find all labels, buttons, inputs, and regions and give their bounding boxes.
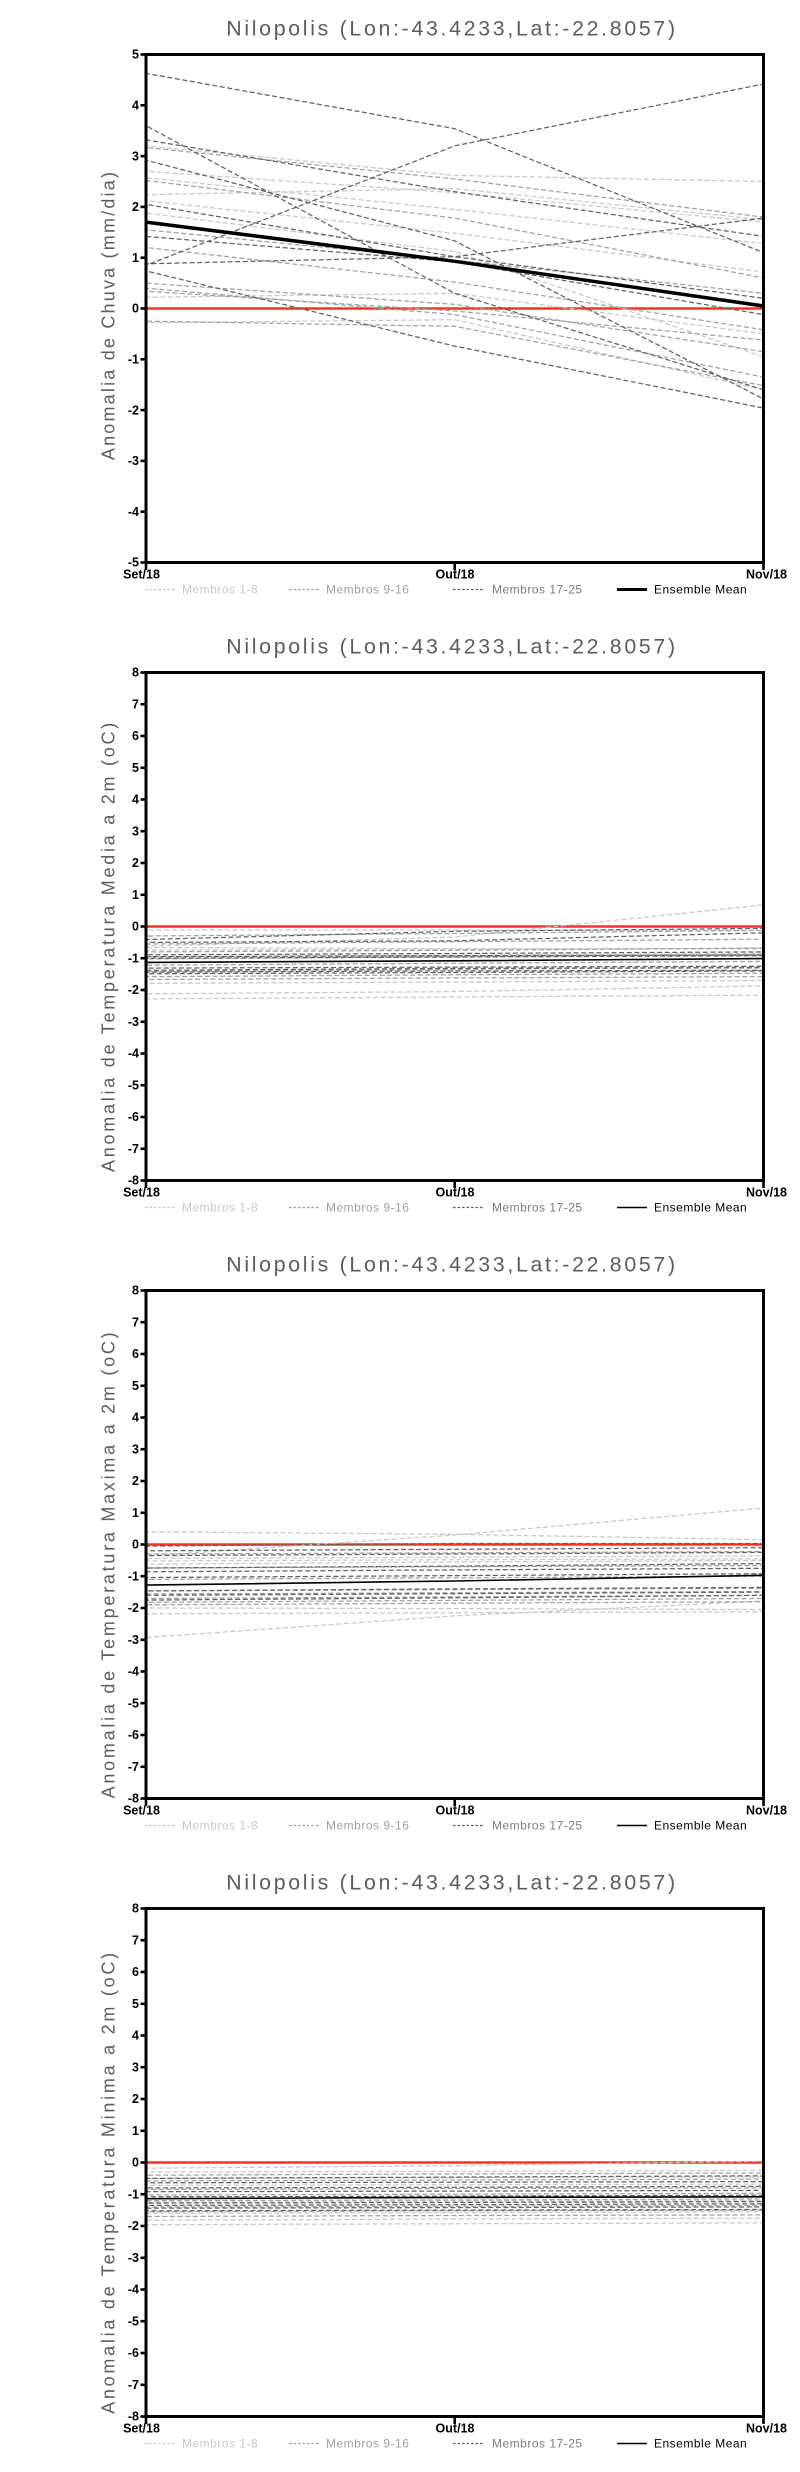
- svg-text:Out/18: Out/18: [436, 1186, 475, 1200]
- svg-text:8: 8: [132, 1902, 139, 1916]
- svg-text:Ensemble Mean: Ensemble Mean: [654, 2437, 747, 2451]
- svg-text:1: 1: [132, 251, 139, 265]
- svg-text:-6: -6: [128, 1110, 139, 1124]
- svg-text:-6: -6: [128, 1728, 139, 1742]
- svg-text:Anomalia de Temperatura Minima: Anomalia de Temperatura Minima a 2m (oC): [99, 1950, 119, 2414]
- svg-text:-4: -4: [128, 2283, 139, 2297]
- svg-text:-2: -2: [128, 403, 139, 417]
- svg-text:Membros 9-16: Membros 9-16: [326, 583, 409, 597]
- svg-text:6: 6: [132, 1347, 139, 1361]
- svg-text:4: 4: [132, 1411, 139, 1425]
- svg-text:Set/18: Set/18: [123, 568, 160, 582]
- svg-text:7: 7: [132, 698, 139, 712]
- svg-text:-5: -5: [128, 1696, 139, 1710]
- svg-text:Membros 1-8: Membros 1-8: [182, 1201, 258, 1215]
- svg-text:-5: -5: [128, 2314, 139, 2328]
- svg-text:Anomalia de Temperatura Media: Anomalia de Temperatura Media a 2m (oC): [99, 720, 119, 1172]
- svg-text:-1: -1: [128, 2187, 139, 2201]
- svg-text:Out/18: Out/18: [436, 1804, 475, 1818]
- svg-text:-4: -4: [128, 1665, 139, 1679]
- svg-text:-7: -7: [128, 1760, 139, 1774]
- svg-text:Ensemble Mean: Ensemble Mean: [654, 1201, 747, 1215]
- svg-text:Membros 1-8: Membros 1-8: [182, 583, 258, 597]
- svg-text:2: 2: [132, 1474, 139, 1488]
- svg-text:Nilopolis (Lon:-43.4233,Lat:-2: Nilopolis (Lon:-43.4233,Lat:-22.8057): [226, 635, 678, 659]
- svg-text:Nov/18: Nov/18: [746, 1804, 787, 1818]
- svg-text:Membros 9-16: Membros 9-16: [326, 2437, 409, 2451]
- svg-text:1: 1: [132, 2124, 139, 2138]
- svg-text:-5: -5: [128, 556, 139, 570]
- svg-text:5: 5: [132, 761, 139, 775]
- svg-text:Membros 9-16: Membros 9-16: [326, 1201, 409, 1215]
- svg-text:Out/18: Out/18: [436, 568, 475, 582]
- svg-text:5: 5: [132, 1997, 139, 2011]
- svg-text:Nilopolis (Lon:-43.4233,Lat:-2: Nilopolis (Lon:-43.4233,Lat:-22.8057): [226, 1253, 678, 1277]
- svg-text:Nilopolis (Lon:-43.4233,Lat:-2: Nilopolis (Lon:-43.4233,Lat:-22.8057): [226, 1871, 678, 1895]
- svg-text:Set/18: Set/18: [123, 2422, 160, 2436]
- svg-text:4: 4: [132, 99, 139, 113]
- svg-text:-1: -1: [128, 353, 139, 367]
- svg-text:7: 7: [132, 1934, 139, 1948]
- svg-text:Membros 1-8: Membros 1-8: [182, 1819, 258, 1833]
- svg-text:3: 3: [132, 2060, 139, 2074]
- svg-text:Anomalia de Chuva (mm/dia): Anomalia de Chuva (mm/dia): [99, 170, 119, 460]
- svg-text:-2: -2: [128, 983, 139, 997]
- svg-text:2: 2: [132, 200, 139, 214]
- svg-text:-1: -1: [128, 951, 139, 965]
- svg-text:-7: -7: [128, 2378, 139, 2392]
- svg-text:Nov/18: Nov/18: [746, 2422, 787, 2436]
- svg-text:1: 1: [132, 1506, 139, 1520]
- svg-text:0: 0: [132, 2156, 139, 2170]
- svg-text:-2: -2: [128, 2219, 139, 2233]
- svg-text:-3: -3: [128, 1633, 139, 1647]
- svg-text:-2: -2: [128, 1601, 139, 1615]
- svg-text:0: 0: [132, 920, 139, 934]
- svg-text:7: 7: [132, 1316, 139, 1330]
- svg-text:4: 4: [132, 2029, 139, 2043]
- svg-text:-4: -4: [128, 505, 139, 519]
- svg-text:6: 6: [132, 729, 139, 743]
- svg-text:Membros 9-16: Membros 9-16: [326, 1819, 409, 1833]
- svg-text:-8: -8: [128, 1174, 139, 1188]
- svg-text:-3: -3: [128, 454, 139, 468]
- svg-text:2: 2: [132, 856, 139, 870]
- svg-text:Set/18: Set/18: [123, 1804, 160, 1818]
- svg-text:-6: -6: [128, 2346, 139, 2360]
- svg-text:6: 6: [132, 1965, 139, 1979]
- svg-text:3: 3: [132, 1442, 139, 1456]
- svg-text:2: 2: [132, 2092, 139, 2106]
- svg-text:8: 8: [132, 1284, 139, 1298]
- svg-text:-7: -7: [128, 1142, 139, 1156]
- svg-text:8: 8: [132, 666, 139, 680]
- svg-text:1: 1: [132, 888, 139, 902]
- svg-text:0: 0: [132, 1538, 139, 1552]
- svg-text:Membros 1-8: Membros 1-8: [182, 2437, 258, 2451]
- svg-text:Set/18: Set/18: [123, 1186, 160, 1200]
- svg-text:-8: -8: [128, 2410, 139, 2424]
- svg-text:Nov/18: Nov/18: [746, 1186, 787, 1200]
- svg-text:-4: -4: [128, 1047, 139, 1061]
- svg-text:Ensemble Mean: Ensemble Mean: [654, 1819, 747, 1833]
- svg-text:Membros 17-25: Membros 17-25: [492, 2437, 583, 2451]
- svg-text:3: 3: [132, 824, 139, 838]
- svg-text:Membros 17-25: Membros 17-25: [492, 583, 583, 597]
- svg-text:3: 3: [132, 149, 139, 163]
- svg-text:Nov/18: Nov/18: [746, 568, 787, 582]
- svg-text:Ensemble Mean: Ensemble Mean: [654, 583, 747, 597]
- svg-text:5: 5: [132, 48, 139, 62]
- svg-text:Out/18: Out/18: [436, 2422, 475, 2436]
- svg-text:-8: -8: [128, 1792, 139, 1806]
- svg-text:Membros 17-25: Membros 17-25: [492, 1201, 583, 1215]
- svg-text:Membros 17-25: Membros 17-25: [492, 1819, 583, 1833]
- svg-text:-3: -3: [128, 1015, 139, 1029]
- svg-text:-1: -1: [128, 1569, 139, 1583]
- svg-text:Nilopolis (Lon:-43.4233,Lat:-2: Nilopolis (Lon:-43.4233,Lat:-22.8057): [226, 17, 678, 41]
- svg-text:-5: -5: [128, 1078, 139, 1092]
- svg-text:5: 5: [132, 1379, 139, 1393]
- svg-text:4: 4: [132, 793, 139, 807]
- svg-text:0: 0: [132, 302, 139, 316]
- svg-text:-3: -3: [128, 2251, 139, 2265]
- svg-text:Anomalia de Temperatura Maxima: Anomalia de Temperatura Maxima a 2m (oC): [99, 1330, 119, 1799]
